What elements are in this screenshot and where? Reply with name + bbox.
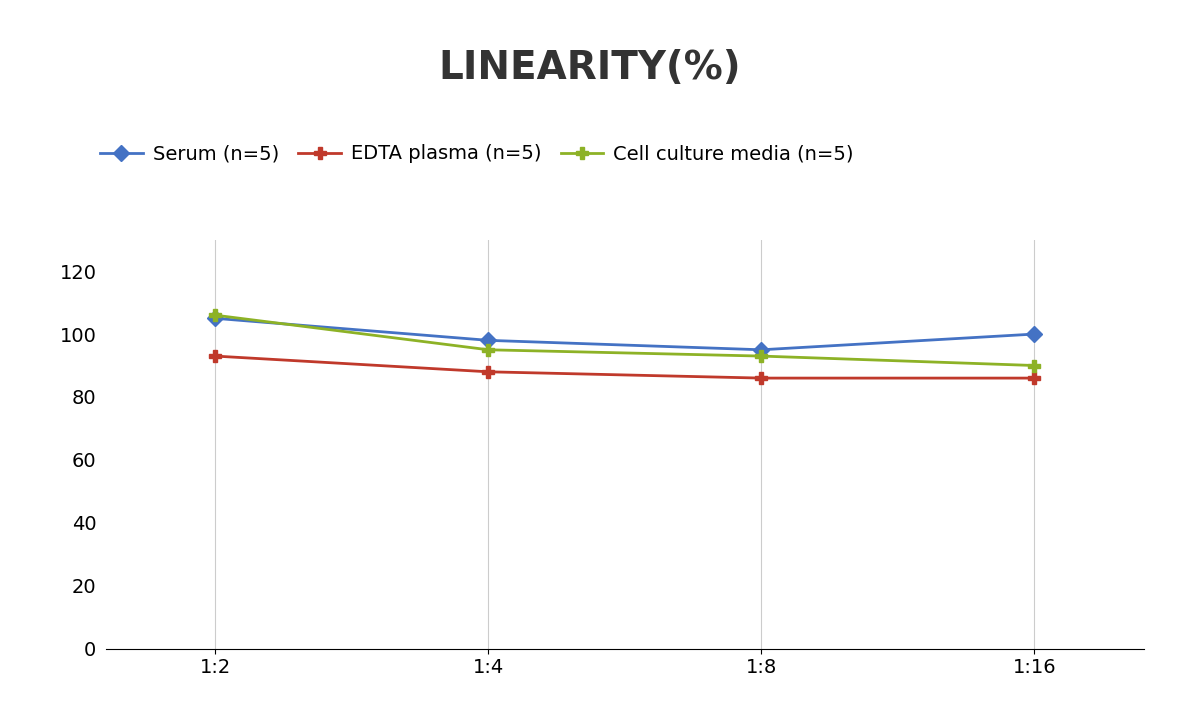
Line: Cell culture media (n=5): Cell culture media (n=5) [209, 309, 1041, 372]
Serum (n=5) [755, 345, 769, 354]
Legend: Serum (n=5), EDTA plasma (n=5), Cell culture media (n=5): Serum (n=5), EDTA plasma (n=5), Cell cul… [92, 137, 862, 171]
Cell culture media (n=5) [1027, 361, 1041, 369]
Serum (n=5) [1027, 330, 1041, 338]
Serum (n=5) [481, 336, 495, 345]
Text: LINEARITY(%): LINEARITY(%) [439, 49, 740, 87]
EDTA plasma (n=5) [755, 374, 769, 382]
Cell culture media (n=5) [481, 345, 495, 354]
Cell culture media (n=5) [209, 311, 223, 319]
EDTA plasma (n=5) [481, 367, 495, 376]
Line: Serum (n=5): Serum (n=5) [210, 313, 1040, 355]
EDTA plasma (n=5) [209, 352, 223, 360]
Line: EDTA plasma (n=5): EDTA plasma (n=5) [209, 350, 1041, 384]
Serum (n=5) [209, 314, 223, 323]
Cell culture media (n=5) [755, 352, 769, 360]
EDTA plasma (n=5) [1027, 374, 1041, 382]
